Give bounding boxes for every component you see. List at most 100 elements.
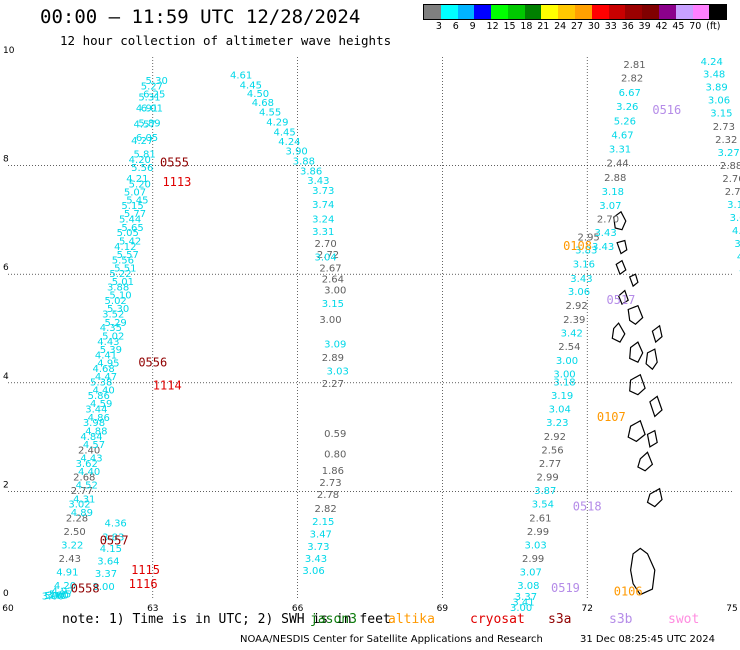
island-outline	[628, 273, 639, 288]
color-swatch-16	[692, 5, 710, 19]
wave-height-value: 2.81	[623, 60, 645, 71]
island-outline	[629, 547, 656, 596]
color-swatch-9	[575, 5, 592, 19]
wave-height-value: 4.45	[273, 128, 295, 139]
wave-height-value: 4.40	[92, 386, 114, 397]
legend-jason3: jason3	[310, 612, 357, 627]
wave-height-value: 2.92	[544, 432, 566, 443]
wave-height-value: 5.65	[121, 223, 143, 234]
wave-height-value: 3.62	[76, 459, 98, 470]
wave-height-value: 4.43	[80, 454, 102, 465]
wave-height-value: 4.9	[737, 252, 740, 263]
wave-height-value: 2.82	[621, 73, 643, 84]
wave-height-value: 5.56	[112, 255, 134, 266]
wave-height-value: 1.86	[322, 466, 344, 477]
wave-height-value: 3.15	[322, 299, 344, 310]
pass-time-label: 0519	[551, 581, 580, 595]
wave-height-value: 4.68	[92, 364, 114, 375]
wave-height-value: 2.89	[322, 353, 344, 364]
wave-height-value: 4.89	[71, 508, 93, 519]
wave-height-value: 2.43	[59, 554, 81, 565]
pass-time-label: 1115	[131, 563, 160, 577]
color-scale-label: 70	[689, 21, 702, 32]
wave-height-value: 3.27	[718, 148, 740, 159]
wave-height-value: 3.43	[305, 554, 327, 565]
color-scale-label: (ft)	[706, 21, 721, 32]
wave-height-value: 5.15	[121, 201, 143, 212]
wave-height-value: 5.02	[105, 296, 127, 307]
pass-time-label: 0106	[614, 585, 643, 599]
y-tick-label: 0	[3, 589, 9, 599]
wave-height-value: 3.07	[599, 201, 621, 212]
wave-height-value: 5.39	[100, 345, 122, 356]
wave-height-value: 3.06	[708, 96, 730, 107]
wave-height-value: 4.95	[97, 359, 119, 370]
wave-height-value: 4.31	[73, 494, 95, 505]
wave-height-value: 3.86	[300, 166, 322, 177]
legend-s3a: s3a	[548, 612, 572, 627]
color-scale-label: 3	[435, 21, 442, 32]
wave-height-value: 2.50	[64, 527, 86, 538]
island-outline	[637, 451, 654, 472]
wave-height-value: 5.29	[105, 318, 127, 329]
color-swatch-2	[457, 5, 475, 19]
color-scale-label: 39	[638, 21, 651, 32]
pass-time-label: 0107	[597, 410, 626, 424]
island-outline	[627, 304, 644, 325]
color-swatch-1	[440, 5, 458, 19]
x-tick-label: 72	[581, 604, 592, 614]
wave-height-value: 5.77	[124, 209, 146, 220]
wave-height-value: 2.28	[66, 513, 88, 524]
wave-height-value: 4.91	[136, 103, 158, 114]
wave-height-value: 5.22	[109, 269, 131, 280]
wave-height-value: 3.00	[319, 315, 341, 326]
wave-height-value: 4.88	[85, 426, 107, 437]
wave-height-value: 5.45	[126, 196, 148, 207]
wave-height-value: 5.44	[119, 215, 141, 226]
color-scale-label: 24	[554, 21, 567, 32]
wave-height-value: 3.23	[546, 418, 568, 429]
wave-height-value: 3.90	[286, 147, 308, 158]
color-scale-label: 30	[587, 21, 600, 32]
wave-height-value: 3.18	[553, 378, 575, 389]
wave-height-value: 3.00	[556, 356, 578, 367]
wave-height-value: 3.41	[734, 239, 740, 250]
wave-height-value: 3.73	[312, 186, 334, 197]
island-outline	[616, 239, 628, 255]
wave-height-value: 4.35	[100, 323, 122, 334]
wave-height-value: 5.40	[44, 591, 66, 602]
wave-height-value: 3.62	[730, 213, 740, 224]
y-tick-label: 6	[3, 263, 9, 273]
wave-height-value: 3.88	[107, 282, 129, 293]
wave-height-value: 2.40	[78, 445, 100, 456]
island-outline	[627, 419, 646, 443]
pass-time-label: 0516	[652, 103, 681, 117]
wave-height-value: 4.57	[83, 440, 105, 451]
wave-height-value: 4.24	[701, 57, 723, 68]
wave-height-value: 4.29	[266, 117, 288, 128]
wave-height-value: 3.18	[602, 187, 624, 198]
color-swatch-13	[642, 5, 659, 19]
wave-height-value: 3.02	[68, 500, 90, 511]
color-scale-label: 21	[537, 21, 550, 32]
wave-height-value: 3.00	[92, 582, 114, 593]
wave-height-value: 2.27	[322, 379, 344, 390]
wave-height-value: 0.80	[324, 450, 346, 461]
wave-height-value: 4.61	[230, 71, 252, 82]
island-outline	[646, 429, 658, 448]
island-outline	[629, 373, 646, 396]
wave-height-value: 4.41	[95, 350, 117, 361]
wave-height-value: 6.25	[143, 90, 165, 101]
wave-height-value: 3.54	[532, 500, 554, 511]
wave-height-value: 3.13	[727, 200, 740, 211]
color-swatch-15	[675, 5, 693, 19]
wave-height-value: 3.43	[307, 176, 329, 187]
wave-height-value: 3.43	[570, 274, 592, 285]
wave-height-value: 2.44	[607, 159, 629, 170]
wave-height-value: 5.31	[138, 92, 160, 103]
color-scale-label: 45	[672, 21, 685, 32]
color-swatch-17	[709, 5, 727, 19]
wave-height-value: 2.77	[539, 459, 561, 470]
wave-height-value: 3.04	[549, 405, 571, 416]
wave-height-value: 3.22	[61, 540, 83, 551]
